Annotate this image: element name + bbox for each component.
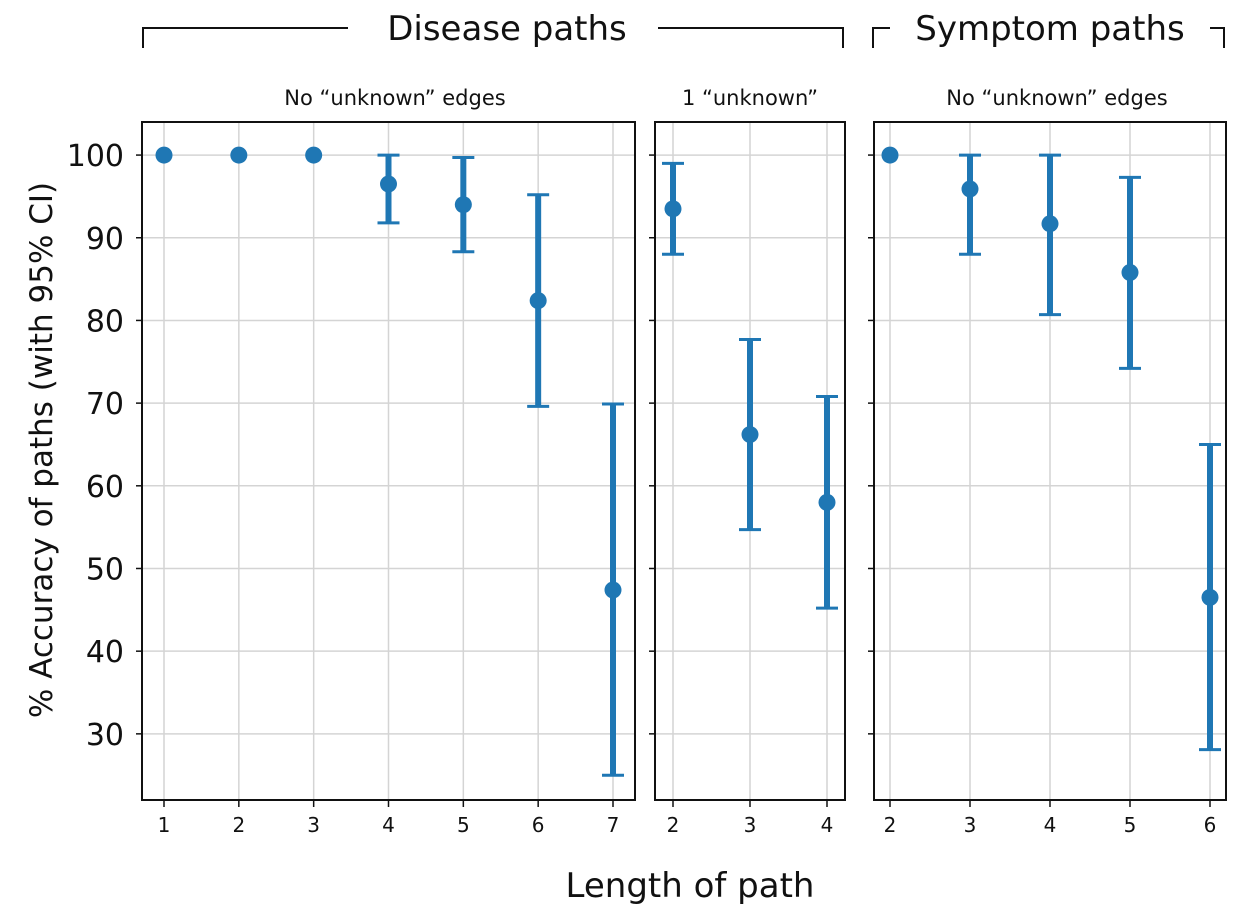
x-tick-label: 5 <box>457 813 470 837</box>
data-point <box>604 581 622 599</box>
data-point <box>155 146 173 164</box>
panel-2-subtitle: 1 “unknown” <box>682 86 818 110</box>
plot-panels: 1 2 3 4 5 6 7 2 3 4 2 3 4 5 6 <box>136 121 1227 837</box>
x-tick-label: 2 <box>667 813 680 837</box>
data-point <box>454 196 472 214</box>
disease-group-bracket <box>142 27 844 48</box>
x-tick-label: 6 <box>532 813 545 837</box>
x-tick-label: 2 <box>232 813 245 837</box>
data-point <box>1041 215 1059 233</box>
x-tick-label: 5 <box>1124 813 1137 837</box>
x-tick-label: 1 <box>158 813 171 837</box>
panel-3: 2 3 4 5 6 <box>868 121 1227 837</box>
panel-1-subtitle: No “unknown” edges <box>284 86 505 110</box>
symptom-group-bracket <box>872 27 1225 48</box>
x-tick-label: 3 <box>307 813 320 837</box>
data-point <box>961 180 979 198</box>
y-axis-ticks: 30 40 50 60 70 80 90 100 <box>67 139 124 753</box>
x-tick-label: 4 <box>382 813 395 837</box>
x-tick-label: 4 <box>821 813 834 837</box>
panel-1: 1 2 3 4 5 6 7 <box>136 121 636 837</box>
symptom-group-title: Symptom paths <box>915 9 1184 49</box>
y-tick-label: 40 <box>86 635 124 670</box>
y-tick-label: 60 <box>86 470 124 505</box>
data-point <box>305 146 323 164</box>
y-axis-label: % Accuracy of paths (with 95% CI) <box>24 182 60 718</box>
data-point <box>1121 263 1139 281</box>
data-point <box>380 175 397 193</box>
y-tick-label: 70 <box>86 387 124 422</box>
x-tick-label: 2 <box>884 813 897 837</box>
data-point <box>664 200 682 218</box>
data-point <box>741 426 759 444</box>
panel-2: 2 3 4 <box>649 121 846 837</box>
x-tick-label: 3 <box>744 813 757 837</box>
y-tick-label: 50 <box>86 552 124 587</box>
x-tick-label: 6 <box>1204 813 1217 837</box>
data-point <box>818 493 836 511</box>
y-tick-label: 30 <box>86 718 124 753</box>
x-tick-label: 3 <box>964 813 977 837</box>
data-point <box>529 292 547 310</box>
data-point <box>1201 588 1219 606</box>
y-tick-label: 90 <box>86 222 124 257</box>
x-tick-label: 7 <box>607 813 620 837</box>
disease-group-title: Disease paths <box>387 9 627 49</box>
data-point <box>230 146 248 164</box>
x-axis-label: Length of path <box>566 866 815 906</box>
x-tick-label: 4 <box>1044 813 1057 837</box>
y-tick-label: 80 <box>86 304 124 339</box>
y-tick-label: 100 <box>67 139 124 174</box>
data-point <box>881 146 899 164</box>
panel-3-subtitle: No “unknown” edges <box>946 86 1167 110</box>
